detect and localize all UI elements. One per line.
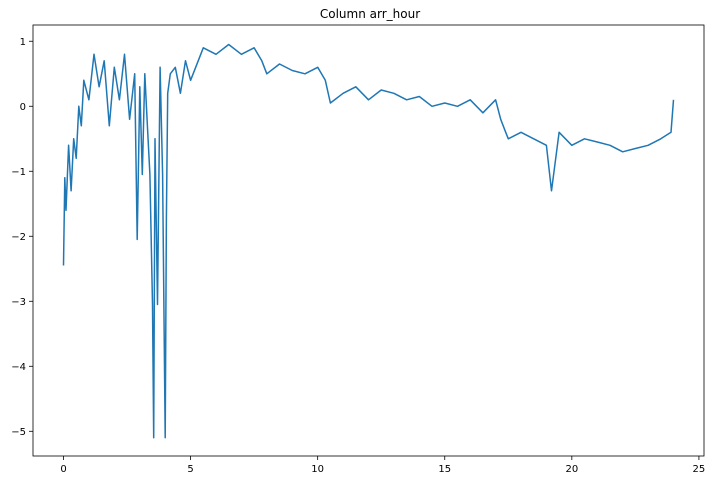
series-layer [62,43,675,439]
x-tick-label: 20 [565,464,578,475]
y-tick-label: −3 [11,297,26,308]
y-tick-label: −1 [11,167,26,178]
y-axis: 1 0 −1 −2 −3 −4 −5 [11,37,33,438]
y-tick-label: −5 [11,427,26,438]
y-tick-label: −4 [11,362,26,373]
y-tick-label: 0 [20,102,26,113]
y-tick-label: −2 [11,232,26,243]
x-axis: 0 5 10 15 20 25 [60,456,705,475]
chart-title: Column arr_hour [320,7,420,21]
x-tick-label: 0 [60,464,66,475]
plot-frame [32,24,705,457]
x-tick-label: 15 [438,464,451,475]
series-line-0 [62,43,675,439]
x-tick-label: 5 [187,464,193,475]
x-tick-label: 25 [693,464,706,475]
y-tick-label: 1 [20,37,26,48]
x-tick-label: 10 [311,464,324,475]
